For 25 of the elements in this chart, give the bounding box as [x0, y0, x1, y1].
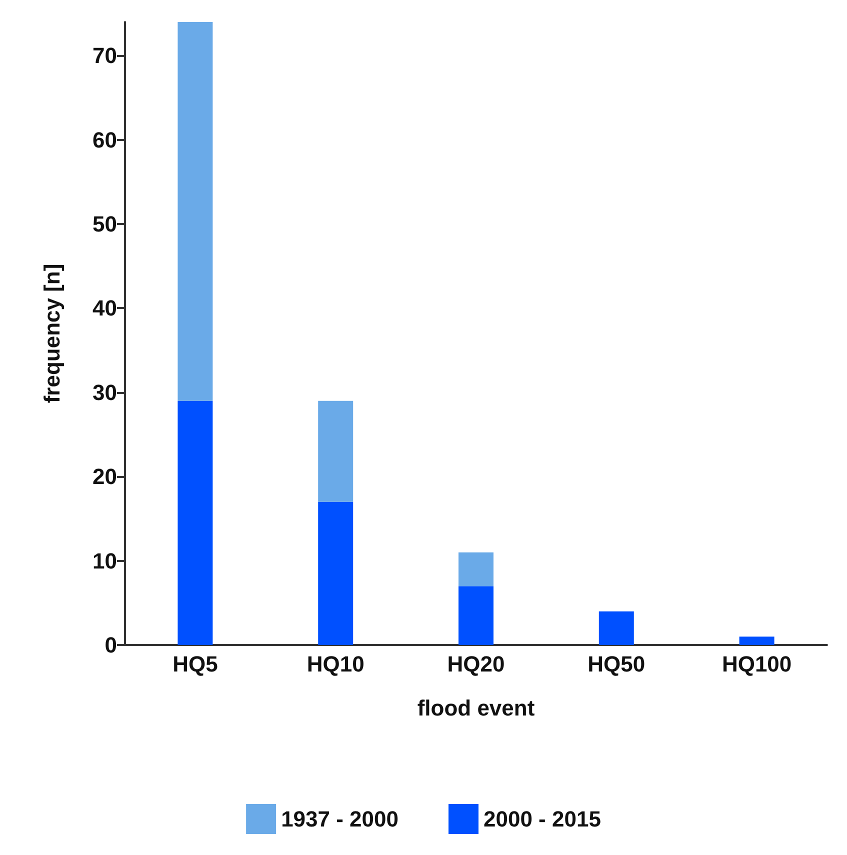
bar [318, 502, 354, 645]
bar [739, 636, 774, 645]
y-tick-label: 40 [92, 296, 117, 321]
x-tick-label: HQ20 [447, 652, 505, 676]
x-tick-label: HQ10 [306, 652, 364, 676]
x-tick-label: HQ50 [588, 652, 646, 676]
bar [178, 400, 213, 645]
legend-label: 1937 - 2000 [281, 806, 399, 832]
x-tick-label: HQ100 [722, 652, 792, 676]
y-tick-label: 60 [92, 127, 117, 152]
y-tick-label: 20 [92, 464, 117, 490]
y-tick-label: 70 [92, 43, 117, 68]
y-tick-label: 10 [92, 548, 117, 574]
y-tick-label: 0 [104, 632, 117, 658]
x-tick-label: HQ5 [172, 652, 218, 676]
bar [318, 400, 354, 502]
bar [598, 611, 634, 645]
bar [178, 22, 213, 401]
bar [458, 552, 494, 586]
y-tick-label: 50 [92, 212, 117, 237]
legend-label: 2000 - 2015 [484, 806, 601, 832]
y-tick-label: 30 [92, 380, 117, 405]
bar [458, 586, 494, 645]
y-axis-title: frequency [n] [40, 264, 64, 404]
x-axis-title: flood event [417, 696, 536, 720]
